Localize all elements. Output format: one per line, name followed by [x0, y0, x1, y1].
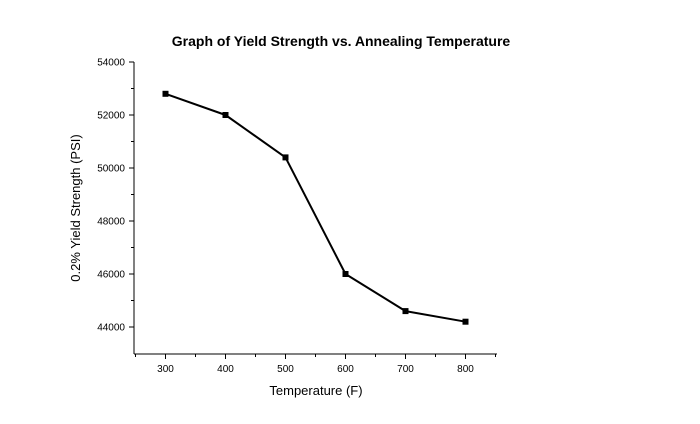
- x-tick-label: 400: [217, 364, 234, 375]
- y-tick-label: 52000: [97, 111, 125, 122]
- series-markers: [162, 90, 469, 325]
- y-axis-ticks: 44000 46000 48000 50000 52000 54000: [97, 58, 134, 334]
- data-point: [222, 112, 229, 118]
- series-line: [165, 92, 466, 323]
- x-tick-label: 500: [277, 364, 294, 375]
- y-tick-label: 54000: [97, 58, 125, 69]
- y-axis-label: 0.2% Yield Strength (PSI): [68, 134, 83, 281]
- y-tick-label: 46000: [97, 270, 125, 281]
- x-axis-ticks: 300 400 500 600 700 800: [135, 354, 496, 375]
- y-tick-label: 48000: [97, 217, 125, 228]
- data-point: [282, 154, 289, 161]
- x-tick-label: 700: [397, 364, 414, 375]
- x-tick-label: 600: [337, 364, 354, 375]
- y-tick-label: 50000: [97, 164, 125, 175]
- chart-title: Graph of Yield Strength vs. Annealing Te…: [172, 33, 511, 49]
- y-tick-label: 44000: [97, 323, 125, 334]
- data-point: [402, 308, 409, 315]
- data-point: [342, 271, 349, 277]
- x-tick-label: 300: [157, 364, 174, 375]
- data-point: [162, 90, 169, 97]
- x-axis-label: Temperature (F): [269, 383, 362, 398]
- x-tick-label: 800: [457, 364, 474, 375]
- data-point: [462, 318, 469, 325]
